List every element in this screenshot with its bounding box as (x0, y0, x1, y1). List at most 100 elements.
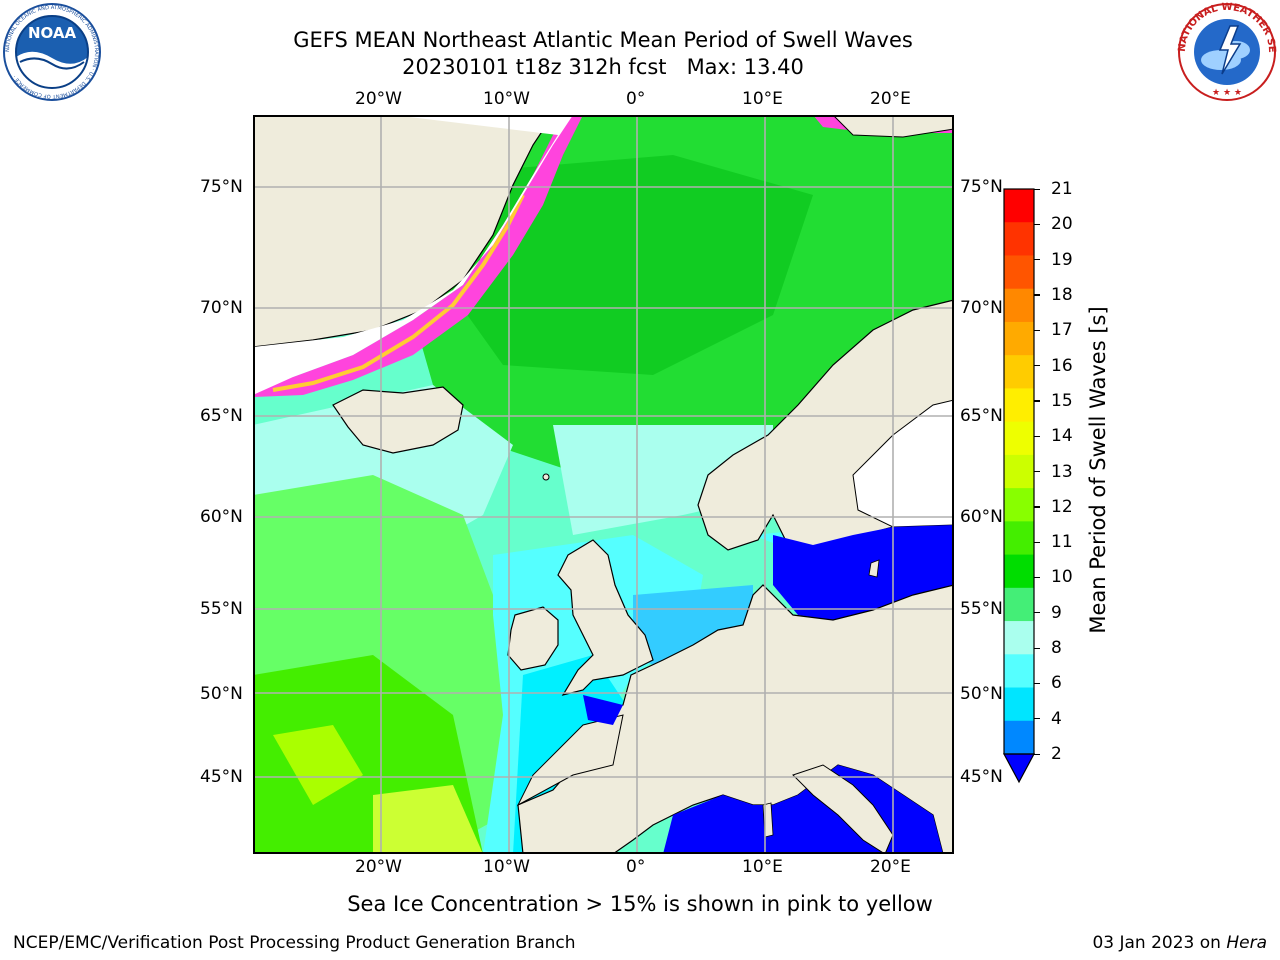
colorbar-tick-mark (1034, 435, 1040, 437)
lat-lon-grid (253, 115, 954, 854)
sea-ice-edge-yellow (272, 194, 525, 392)
colorbar-segment (1004, 621, 1034, 655)
colorbar-tick-mark (1034, 576, 1040, 579)
lat-label-right: 50°N (960, 684, 1003, 704)
colorbar-tick-label: 16 (1051, 355, 1073, 376)
colorbar (1002, 188, 1036, 784)
colorbar-tick-mark (1034, 647, 1040, 649)
colorbar-tick-mark (1034, 471, 1040, 473)
swell-band-8-9-north (553, 425, 773, 535)
colorbar-tick-mark (1034, 259, 1040, 261)
map-panel (253, 115, 954, 854)
footer-date-text: 03 Jan 2023 on (1092, 933, 1221, 953)
colorbar-tick-label: 10 (1051, 567, 1073, 588)
lon-label-bottom: 20°W (355, 857, 402, 877)
colorbar-tick-label: 15 (1051, 390, 1073, 411)
lon-label-bottom: 20°E (870, 857, 911, 877)
colorbar-tick-mark (1034, 506, 1040, 508)
colorbar-tick-label: 19 (1051, 249, 1073, 270)
colorbar-segment (1004, 222, 1034, 256)
colorbar-tick-mark (1034, 541, 1040, 543)
lat-label-left: 70°N (200, 298, 243, 318)
colorbar-tick-mark (1034, 365, 1040, 367)
colorbar-tick-mark (1034, 718, 1040, 720)
colorbar-tick-mark (1034, 188, 1040, 190)
colorbar-tick-label: 12 (1051, 496, 1073, 517)
colorbar-segment (1004, 321, 1034, 356)
colorbar-segment (1004, 454, 1034, 489)
colorbar-segment (1004, 554, 1034, 589)
colorbar-tick-mark (1034, 329, 1040, 331)
colorbar-segment (1004, 421, 1034, 456)
ireland (507, 606, 559, 671)
noaa-logo-text: NOAA (28, 24, 77, 42)
colorbar-tick-mark (1034, 612, 1040, 614)
lat-label-left: 45°N (200, 767, 243, 787)
lat-label-left: 50°N (200, 684, 243, 704)
colorbar-tick-mark (1034, 400, 1040, 402)
swell-band-12-13 (373, 785, 483, 854)
colorbar-tick-label: 8 (1051, 638, 1062, 659)
colorbar-segment (1004, 388, 1034, 423)
iceland (332, 386, 464, 454)
chart-title: GEFS MEAN Northeast Atlantic Mean Period… (293, 28, 913, 52)
lon-label-bottom: 10°E (742, 857, 783, 877)
colorbar-segment (1004, 654, 1034, 689)
lon-label-top: 0° (626, 89, 646, 109)
colorbar-tick-mark (1034, 294, 1040, 296)
lon-label-top: 10°E (742, 89, 783, 109)
ice-covered-area (253, 115, 573, 395)
lon-label-top: 20°E (870, 89, 911, 109)
continental-europe (517, 584, 954, 854)
lat-label-left: 75°N (200, 177, 243, 197)
colorbar-tick-label: 2 (1051, 744, 1062, 764)
lat-label-right: 75°N (960, 177, 1003, 197)
swell-band-12 (273, 725, 363, 805)
lon-label-bottom: 10°W (483, 857, 530, 877)
footer-credit: NCEP/EMC/Verification Post Processing Pr… (13, 933, 576, 953)
map-svg (253, 115, 954, 854)
lat-label-left: 60°N (200, 507, 243, 527)
noaa-logo: NOAA NATIONAL OCEANIC AND ATMOSPHERIC AD… (2, 2, 102, 102)
lon-label-top: 20°W (355, 89, 402, 109)
lat-label-right: 70°N (960, 298, 1003, 318)
lon-label-bottom: 0° (626, 857, 646, 877)
colorbar-tick-label: 4 (1051, 708, 1062, 729)
great-britain (557, 539, 654, 696)
swell-band-north-sea (633, 585, 753, 675)
svg-text:★ ★ ★: ★ ★ ★ (1212, 88, 1242, 98)
italy (792, 764, 894, 854)
lat-label-right: 60°N (960, 507, 1003, 527)
colorbar-segment (1004, 521, 1034, 556)
colorbar-extend-triangle (1002, 753, 1036, 784)
faroe-islands (542, 473, 550, 481)
colorbar-label: Mean Period of Swell Waves [s] (1086, 306, 1110, 634)
sea-ice-caption: Sea Ice Concentration > 15% is shown in … (347, 892, 933, 916)
colorbar-tick-label: 9 (1051, 602, 1062, 623)
lat-label-left: 55°N (200, 599, 243, 619)
chart-subtitle: 20230101 t18z 312h fcst Max: 13.40 (402, 55, 804, 79)
colorbar-tick-label: 18 (1051, 284, 1073, 305)
colorbar-segment (1004, 720, 1034, 755)
colorbar-tick-label: 17 (1051, 320, 1073, 341)
nws-logo: NATIONAL WEATHER SERVICE ★ ★ ★ (1172, 0, 1278, 102)
footer-date: 03 Jan 2023 on Hera (1092, 933, 1267, 953)
footer-host: Hera (1226, 933, 1267, 953)
colorbar-tick-label: 20 (1051, 214, 1073, 235)
lat-label-right: 45°N (960, 767, 1003, 787)
lat-label-right: 65°N (960, 406, 1003, 426)
colorbar-tick-label: 21 (1051, 179, 1073, 199)
colorbar-segment (1004, 255, 1034, 290)
map-frame (253, 115, 954, 854)
colorbar-segment (1004, 488, 1034, 522)
colorbar-tick-label: 11 (1051, 532, 1073, 553)
colorbar-segment (1004, 355, 1034, 389)
colorbar-tick-label: 14 (1051, 426, 1073, 447)
colorbar-segment (1004, 288, 1034, 323)
lat-label-left: 65°N (200, 406, 243, 426)
colorbar-segment (1004, 687, 1034, 722)
colorbar-tick-mark (1034, 223, 1040, 225)
colorbar-tick-label: 13 (1051, 461, 1073, 482)
colorbar-segment (1004, 189, 1034, 223)
colorbar-svg (1002, 188, 1036, 784)
